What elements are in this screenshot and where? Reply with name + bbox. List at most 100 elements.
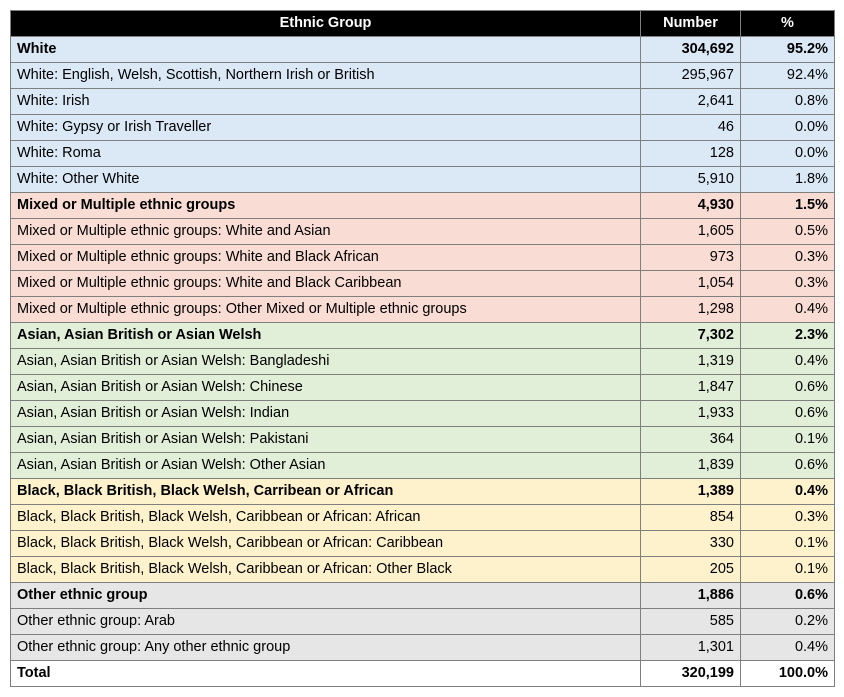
- cell-percent: 0.4%: [741, 479, 835, 505]
- cell-number: 364: [641, 427, 741, 453]
- cell-percent: 0.4%: [741, 297, 835, 323]
- cell-percent: 1.8%: [741, 167, 835, 193]
- cell-number: 295,967: [641, 63, 741, 89]
- cell-number: 205: [641, 557, 741, 583]
- table-row: Asian, Asian British or Asian Welsh: Ban…: [11, 349, 835, 375]
- cell-percent: 0.6%: [741, 453, 835, 479]
- table-row: Black, Black British, Black Welsh, Carib…: [11, 557, 835, 583]
- table-row: Mixed or Multiple ethnic groups: Other M…: [11, 297, 835, 323]
- cell-number: 304,692: [641, 37, 741, 63]
- table-row: Asian, Asian British or Asian Welsh: Oth…: [11, 453, 835, 479]
- cell-percent: 0.1%: [741, 557, 835, 583]
- table-row: Black, Black British, Black Welsh, Carib…: [11, 505, 835, 531]
- cell-number: 1,847: [641, 375, 741, 401]
- cell-group: Mixed or Multiple ethnic groups: Other M…: [11, 297, 641, 323]
- cell-number: 585: [641, 609, 741, 635]
- cell-percent: 0.6%: [741, 583, 835, 609]
- table-body: White304,69295.2% White: English, Welsh, …: [11, 37, 835, 687]
- ethnic-group-table: Ethnic Group Number % White304,69295.2%W…: [10, 10, 835, 687]
- cell-number: 1,319: [641, 349, 741, 375]
- cell-percent: 0.4%: [741, 349, 835, 375]
- cell-group: Black, Black British, Black Welsh, Carib…: [11, 557, 641, 583]
- cell-group: Mixed or Multiple ethnic groups: White a…: [11, 219, 641, 245]
- table-row: Asian, Asian British or Asian Welsh: Ind…: [11, 401, 835, 427]
- cell-number: 46: [641, 115, 741, 141]
- cell-percent: 0.4%: [741, 635, 835, 661]
- cell-percent: 0.8%: [741, 89, 835, 115]
- table-row: Black, Black British, Black Welsh, Carri…: [11, 479, 835, 505]
- table-row: White: Gypsy or Irish Traveller460.0%: [11, 115, 835, 141]
- table-row: White: Irish2,6410.8%: [11, 89, 835, 115]
- table-row: Other ethnic group: Any other ethnic gro…: [11, 635, 835, 661]
- table-row: Mixed or Multiple ethnic groups: White a…: [11, 219, 835, 245]
- col-header-number: Number: [641, 11, 741, 37]
- cell-group: Mixed or Multiple ethnic groups: White a…: [11, 245, 641, 271]
- table-header-row: Ethnic Group Number %: [11, 11, 835, 37]
- cell-number: 1,886: [641, 583, 741, 609]
- cell-group: Asian, Asian British or Asian Welsh: Chi…: [11, 375, 641, 401]
- cell-group: Mixed or Multiple ethnic groups: [11, 193, 641, 219]
- cell-number: 973: [641, 245, 741, 271]
- cell-group: White: English, Welsh, Scottish, Norther…: [11, 63, 641, 89]
- cell-number: 320,199: [641, 661, 741, 687]
- col-header-group: Ethnic Group: [11, 11, 641, 37]
- cell-percent: 0.1%: [741, 531, 835, 557]
- cell-group: Mixed or Multiple ethnic groups: White a…: [11, 271, 641, 297]
- cell-group: Other ethnic group: Any other ethnic gro…: [11, 635, 641, 661]
- cell-group: Black, Black British, Black Welsh, Carri…: [11, 479, 641, 505]
- cell-number: 1,298: [641, 297, 741, 323]
- cell-group: White: Roma: [11, 141, 641, 167]
- table-row: Other ethnic group: Arab5850.2%: [11, 609, 835, 635]
- cell-percent: 0.0%: [741, 141, 835, 167]
- cell-percent: 1.5%: [741, 193, 835, 219]
- cell-group: Black, Black British, Black Welsh, Carib…: [11, 531, 641, 557]
- cell-number: 1,605: [641, 219, 741, 245]
- cell-number: 4,930: [641, 193, 741, 219]
- cell-percent: 95.2%: [741, 37, 835, 63]
- cell-number: 5,910: [641, 167, 741, 193]
- cell-number: 1,054: [641, 271, 741, 297]
- cell-group: Asian, Asian British or Asian Welsh: Ban…: [11, 349, 641, 375]
- cell-number: 1,933: [641, 401, 741, 427]
- table-row: Asian, Asian British or Asian Welsh7,302…: [11, 323, 835, 349]
- cell-group: Asian, Asian British or Asian Welsh: Ind…: [11, 401, 641, 427]
- cell-percent: 0.3%: [741, 271, 835, 297]
- cell-group: Other ethnic group: [11, 583, 641, 609]
- table-row: White: Other White5,9101.8%: [11, 167, 835, 193]
- cell-group: Other ethnic group: Arab: [11, 609, 641, 635]
- table-row: Asian, Asian British or Asian Welsh: Chi…: [11, 375, 835, 401]
- cell-group: Total: [11, 661, 641, 687]
- cell-group: Asian, Asian British or Asian Welsh: Oth…: [11, 453, 641, 479]
- cell-percent: 0.6%: [741, 375, 835, 401]
- cell-group: Black, Black British, Black Welsh, Carib…: [11, 505, 641, 531]
- cell-percent: 0.6%: [741, 401, 835, 427]
- cell-group: Asian, Asian British or Asian Welsh: Pak…: [11, 427, 641, 453]
- table-row: Black, Black British, Black Welsh, Carib…: [11, 531, 835, 557]
- cell-number: 1,839: [641, 453, 741, 479]
- cell-percent: 0.3%: [741, 245, 835, 271]
- table-row: Asian, Asian British or Asian Welsh: Pak…: [11, 427, 835, 453]
- cell-group: White: Irish: [11, 89, 641, 115]
- col-header-percent: %: [741, 11, 835, 37]
- cell-number: 854: [641, 505, 741, 531]
- cell-percent: 100.0%: [741, 661, 835, 687]
- cell-group: White: [11, 37, 641, 63]
- table-row-total: Total320,199100.0%: [11, 661, 835, 687]
- cell-group: White: Other White: [11, 167, 641, 193]
- cell-number: 7,302: [641, 323, 741, 349]
- cell-percent: 0.0%: [741, 115, 835, 141]
- cell-percent: 2.3%: [741, 323, 835, 349]
- table-row: White: Roma1280.0%: [11, 141, 835, 167]
- table-row: Mixed or Multiple ethnic groups: White a…: [11, 245, 835, 271]
- table-row: White: English, Welsh, Scottish, Norther…: [11, 63, 835, 89]
- cell-percent: 0.3%: [741, 505, 835, 531]
- table-row: Mixed or Multiple ethnic groups4,9301.5%: [11, 193, 835, 219]
- cell-group: Asian, Asian British or Asian Welsh: [11, 323, 641, 349]
- cell-number: 330: [641, 531, 741, 557]
- cell-number: 2,641: [641, 89, 741, 115]
- cell-percent: 0.2%: [741, 609, 835, 635]
- cell-number: 128: [641, 141, 741, 167]
- cell-percent: 0.1%: [741, 427, 835, 453]
- cell-group: White: Gypsy or Irish Traveller: [11, 115, 641, 141]
- cell-percent: 0.5%: [741, 219, 835, 245]
